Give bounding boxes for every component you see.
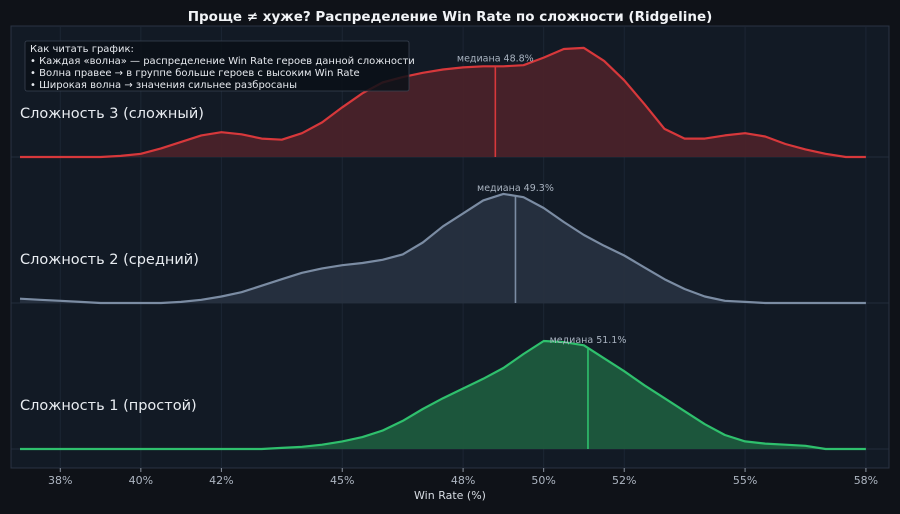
ridge-2: медиана 49.3% Сложность 2 (средний) (11, 183, 889, 305)
x-tick-label: 48% (451, 474, 475, 487)
ridge-label: Сложность 2 (средний) (20, 252, 199, 268)
legend-line-2: • Волна правее → в группе больше героев … (30, 68, 360, 79)
ridges: медиана 48.8%Сложность 3 (сложный)медиан… (11, 46, 889, 451)
ridge-label: Сложность 1 (простой) (20, 398, 197, 414)
legend-heading: Как читать график: (30, 44, 134, 55)
density-line (20, 46, 866, 159)
legend-box: Как читать график: • Каждая «волна» — ра… (24, 40, 415, 92)
x-tick-label: 50% (531, 474, 555, 487)
x-tick-label: 38% (48, 474, 72, 487)
x-tick-label: 52% (612, 474, 636, 487)
legend-line-1: • Каждая «волна» — распределение Win Rat… (30, 56, 415, 67)
median-label: медиана 49.3% (477, 183, 554, 194)
median-label: медиана 48.8% (457, 53, 534, 64)
x-tick-label: 45% (330, 474, 354, 487)
ridge-3: медиана 51.1% Сложность 1 (простой) (11, 335, 889, 451)
density-line (19, 192, 866, 305)
density-area (20, 193, 866, 303)
legend-line-3: • Широкая волна → значения сильнее разбр… (30, 80, 297, 91)
ridge-1: медиана 48.8% Сложность 3 (сложный) (11, 46, 889, 159)
chart-title: Проще ≠ хуже? Распределение Win Rate по … (188, 9, 713, 25)
density-area (20, 341, 866, 449)
x-axis-ticks: 38% 40% 42% 45% 48% 50% 52% 55% 58% (48, 468, 878, 487)
ridge-label: Сложность 3 (сложный) (20, 106, 204, 122)
density-area (20, 47, 866, 157)
x-tick-label: 58% (854, 474, 878, 487)
x-axis-label: Win Rate (%) (414, 489, 486, 502)
legend-background (24, 40, 410, 92)
x-tick-label: 55% (733, 474, 757, 487)
median-label: медиана 51.1% (550, 335, 627, 346)
x-tick-label: 40% (129, 474, 153, 487)
density-line (20, 339, 866, 451)
x-tick-label: 42% (209, 474, 233, 487)
